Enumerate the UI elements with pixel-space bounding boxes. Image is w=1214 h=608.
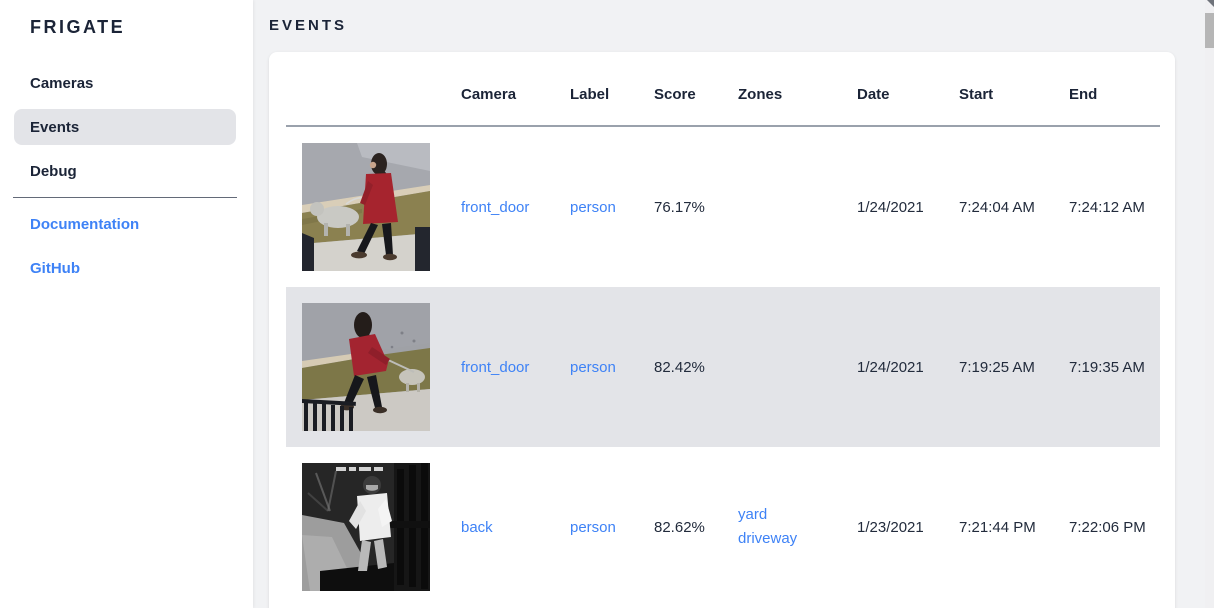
event-thumbnail-person-red-hoodie-daytime[interactable]: [302, 303, 430, 431]
event-thumbnail-cell: [286, 143, 461, 271]
event-label-link[interactable]: person: [570, 358, 616, 376]
event-zones: yard driveway: [738, 503, 857, 551]
sidebar: FRIGATE Cameras Events Debug Documentati…: [0, 0, 253, 608]
scroll-up-arrow-icon: [1207, 0, 1214, 7]
sidebar-item-events[interactable]: Events: [14, 109, 236, 145]
event-score: 82.42%: [654, 358, 705, 376]
event-camera-link[interactable]: back: [461, 518, 493, 536]
sidebar-item-label: Debug: [30, 162, 77, 180]
event-label-link[interactable]: person: [570, 198, 616, 216]
event-start-time: 7:24:04 AM: [959, 198, 1035, 216]
sidebar-item-debug[interactable]: Debug: [14, 153, 236, 189]
table-row-selected[interactable]: front_door person 82.42% 1/24/2021 7:19:…: [286, 287, 1160, 447]
event-date: 1/24/2021: [857, 358, 924, 376]
column-header-zones: Zones: [738, 86, 783, 103]
sidebar-divider: [13, 197, 237, 198]
event-start-time: 7:19:25 AM: [959, 358, 1035, 376]
app-title: FRIGATE: [30, 17, 126, 37]
table-header-row: Camera Label Score Zones Date Start End: [286, 52, 1160, 127]
event-score: 82.62%: [654, 518, 705, 536]
table-row[interactable]: back person 82.62% yard driveway 1/23/20…: [286, 447, 1160, 607]
sidebar-item-label: Events: [30, 118, 80, 136]
event-camera-link[interactable]: front_door: [461, 198, 530, 216]
sidebar-nav: Cameras Events Debug: [14, 65, 236, 197]
column-header-thumbnail: [286, 103, 461, 125]
event-thumbnail-cell: [286, 463, 461, 591]
event-thumbnail-person-dog-daytime[interactable]: [302, 143, 430, 271]
events-card: Camera Label Score Zones Date Start End: [269, 52, 1175, 608]
event-end-time: 7:19:35 AM: [1069, 358, 1145, 376]
event-thumbnail-cell: [286, 303, 461, 431]
column-header-end: End: [1069, 86, 1098, 103]
sidebar-link-github[interactable]: GitHub: [14, 250, 236, 286]
sidebar-item-label: Cameras: [30, 74, 94, 92]
scrollbar-thumb[interactable]: [1205, 13, 1214, 48]
event-zone-link[interactable]: driveway: [738, 530, 798, 547]
column-header-start: Start: [959, 86, 994, 103]
sidebar-link-documentation[interactable]: Documentation: [14, 206, 236, 242]
events-table: Camera Label Score Zones Date Start End: [286, 52, 1160, 607]
event-end-time: 7:22:06 PM: [1069, 518, 1146, 536]
table-row[interactable]: front_door person 76.17% 1/24/2021 7:24:…: [286, 127, 1160, 287]
event-end-time: 7:24:12 AM: [1069, 198, 1145, 216]
sidebar-link-label: Documentation: [30, 215, 140, 233]
column-header-date: Date: [857, 86, 890, 103]
sidebar-item-cameras[interactable]: Cameras: [14, 65, 236, 101]
event-score: 76.17%: [654, 198, 705, 216]
main-content: EVENTS Camera Label Score Zones Date Sta…: [253, 0, 1214, 608]
vertical-scrollbar[interactable]: [1205, 0, 1214, 608]
event-start-time: 7:21:44 PM: [959, 518, 1036, 536]
event-thumbnail-person-night-ir[interactable]: [302, 463, 430, 591]
event-date: 1/24/2021: [857, 198, 924, 216]
page-title: EVENTS: [269, 17, 348, 34]
event-date: 1/23/2021: [857, 518, 924, 536]
column-header-score: Score: [654, 86, 696, 103]
column-header-label: Label: [570, 86, 610, 103]
event-label-link[interactable]: person: [570, 518, 616, 536]
column-header-camera: Camera: [461, 86, 517, 103]
sidebar-link-label: GitHub: [30, 259, 80, 277]
event-zone-link[interactable]: yard: [738, 506, 768, 523]
event-camera-link[interactable]: front_door: [461, 358, 530, 376]
